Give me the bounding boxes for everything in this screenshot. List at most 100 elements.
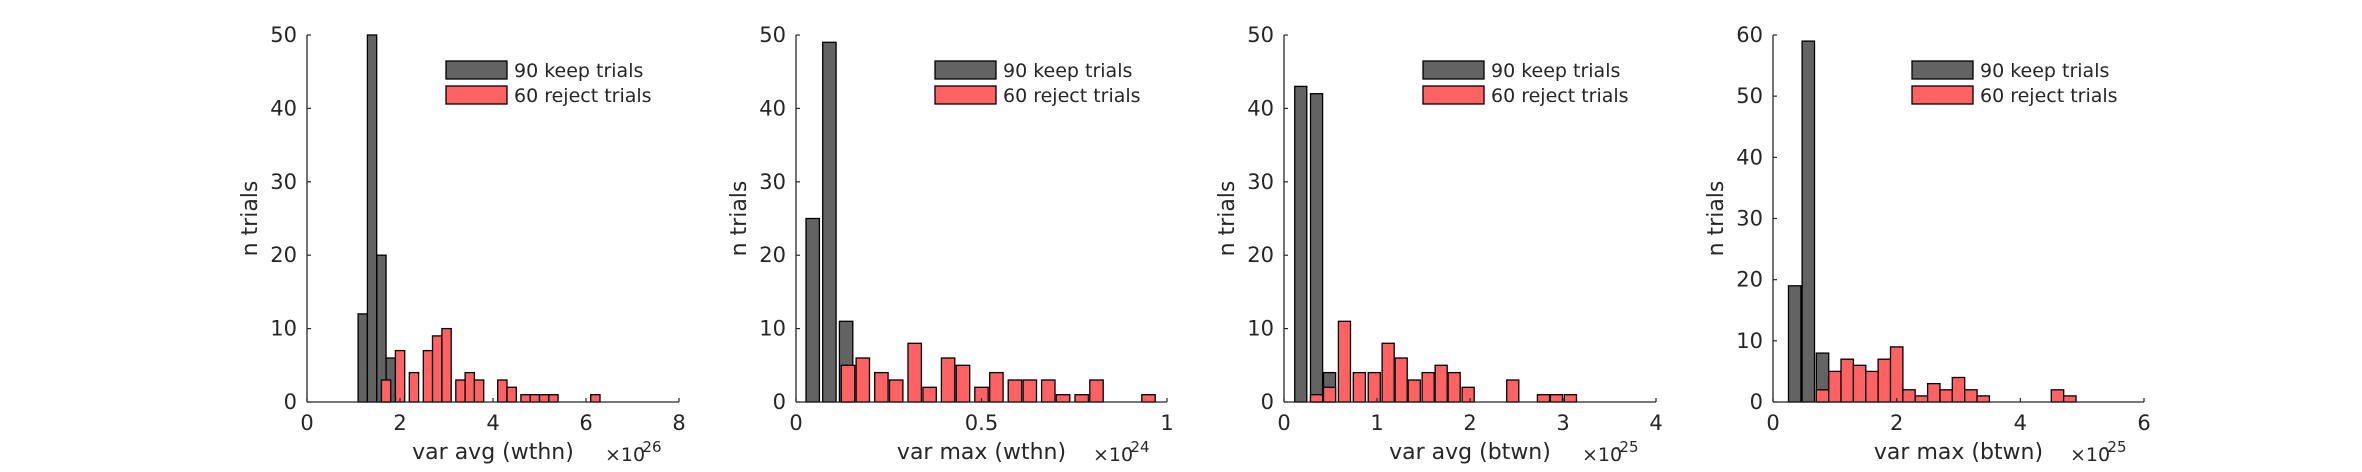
reject-bar [1976,395,1991,403]
reject-bar [422,349,434,403]
reject-bar [1939,389,1954,403]
y-tick-label: 0 [1750,390,1763,414]
reject-bar [1007,379,1023,403]
y-tick-label: 50 [759,23,786,47]
legend-label: 90 keep trials [1980,60,2109,82]
reject-bar [1951,376,1966,403]
x-tick-label: 0 [1766,411,1779,435]
y-tick-label: 30 [1736,207,1763,231]
reject-bar [955,364,971,403]
reject-bar [1022,379,1038,403]
legend-label: 60 reject trials [514,85,652,107]
reject-bar [1840,358,1855,403]
legend-label: 60 reject trials [1980,85,2118,107]
reject-bar [907,342,923,403]
x-axis-exponent: ×10-26 [605,438,662,466]
keep-bar [1787,285,1802,403]
y-axis-label: n trials [727,181,752,257]
keep-bar [1309,93,1324,403]
exponent-power: -25 [2102,438,2127,456]
y-tick-label: 20 [270,243,297,267]
x-tick-label: 0 [300,411,313,435]
x-tick-label: 3 [1556,411,1569,435]
x-tick-label: 4 [1649,411,1662,435]
reject-bar [1815,389,1830,403]
y-tick-label: 20 [1247,243,1274,267]
reject-bar [473,379,485,403]
reject-bar [1337,320,1352,403]
reject-bar [2062,395,2077,403]
exponent-power: -26 [637,438,662,456]
reject-bar [888,379,904,403]
x-tick-label: 0 [1277,411,1290,435]
y-tick-label: 30 [270,170,297,194]
reject-bar [1322,386,1337,403]
reject-bar [874,371,889,403]
x-tick-label: 4 [486,411,499,435]
exponent-base: ×10 [605,444,645,466]
reject-bar [1447,371,1461,403]
legend-swatch-keep [445,60,508,80]
legend-swatch-keep [1422,60,1485,80]
reject-bar [1367,371,1381,403]
y-tick-label: 40 [270,96,297,120]
reject-bar [1141,394,1156,403]
reject-bar [455,379,466,403]
x-axis-label: var max (btwn) [1874,440,2043,465]
x-tick-label: 1 [1370,411,1383,435]
reject-bar [840,364,856,403]
y-tick-label: 50 [1736,84,1763,108]
reject-bar [431,335,443,403]
chart-2: 0 10 20 30 40 50 0 0.5 1 var max (wthn) n trials ×1… [727,23,1174,466]
reject-bar [1434,364,1448,403]
reject-bar [464,371,476,403]
reject-bar [2050,389,2065,403]
reject-bar [408,371,420,403]
y-tick-label: 10 [270,317,297,341]
reject-bar [1914,395,1929,403]
reject-bar [1865,370,1879,403]
reject-bar [1889,346,1904,403]
exponent-base: ×10 [1582,444,1622,466]
y-tick-label: 10 [759,317,786,341]
legend-swatch-reject [445,85,508,105]
legend-label: 60 reject trials [1003,85,1141,107]
y-tick-label: 20 [759,243,786,267]
x-axis-exponent: ×10-24 [1093,438,1150,466]
reject-bar [989,371,1004,403]
x-tick-label: 8 [672,411,685,435]
exponent-base: ×10 [1093,444,1133,466]
reject-bar [1074,394,1090,403]
reject-bar [1877,358,1892,403]
keep-bar [1801,40,1816,403]
reject-bar [497,379,508,403]
y-tick-label: 10 [1736,329,1763,353]
keep-bar [366,34,378,403]
chart-3: 0 10 20 30 40 50 0 1 2 3 4 var avg (btwn) n trials ×1… [1215,23,1663,466]
x-tick-label: 0 [789,411,802,435]
y-tick-label: 0 [284,390,297,414]
legend-label: 90 keep trials [1003,60,1132,82]
reject-bar [1407,379,1421,403]
x-tick-label: 4 [2014,411,2027,435]
legend: 90 keep trials 60 reject trials [1422,60,1629,107]
reject-bar [548,394,559,403]
reject-bar [538,394,550,403]
reject-bar [1352,371,1367,403]
legend-swatch-reject [1911,85,1974,105]
reject-bar [1421,371,1435,403]
exponent-power: -24 [1125,438,1150,456]
y-tick-label: 30 [759,170,786,194]
reject-bar [1828,370,1842,403]
x-axis-label: var avg (wthn) [412,440,574,465]
legend-swatch-keep [1911,60,1974,80]
reject-bar [1964,389,1978,403]
legend-label: 90 keep trials [1491,60,1620,82]
reject-bar [1549,394,1564,403]
legend: 90 keep trials 60 reject trials [445,60,652,107]
legend: 90 keep trials 60 reject trials [1911,60,2118,107]
y-tick-label: 60 [1736,23,1763,47]
x-tick-label: 0.5 [965,411,998,435]
legend-swatch-keep [934,60,997,80]
